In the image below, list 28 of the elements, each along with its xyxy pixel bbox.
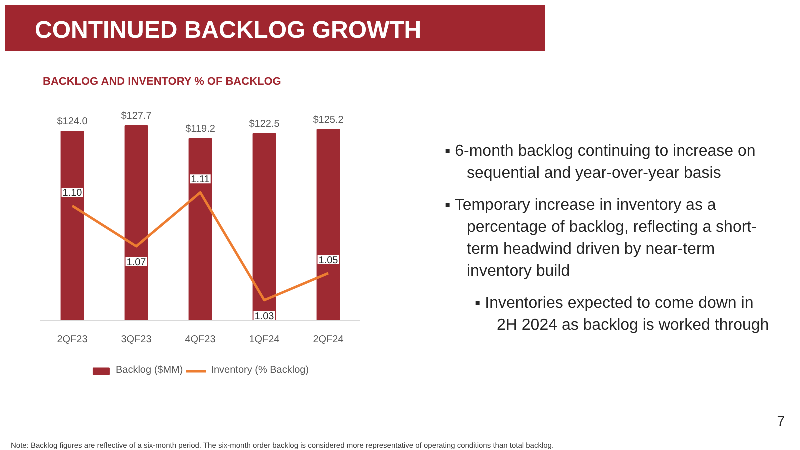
x-tick-label: 2QF24 [313,334,344,346]
data-label: 1.11 [191,174,210,186]
data-label: $119.2 [186,124,216,135]
legend-label: Inventory (% Backlog) [211,365,310,376]
data-label: 1.10 [62,188,83,200]
bar [252,133,276,321]
x-tick-label: 2QF23 [57,334,88,346]
data-label: 1.05 [318,255,339,266]
legend-label: Backlog ($MM) [116,365,184,376]
data-label: $124.0 [57,116,88,128]
data-label: 1.03 [254,311,275,322]
picture-title-banner: CONTINUED BACKLOG GROWTH [5,5,545,51]
text: ▪ Temporary increase in inventory as a percentage of backlog, reflecting a short-term headwind driven by near-term inventory build [445,196,758,282]
bar [188,138,212,321]
x-tick-label: 3QF23 [121,334,152,346]
text: ▪ Inventories expected to come down in 2H 2024 as backlog is worked through [475,294,770,336]
text: 7 [777,412,785,431]
data-label: 1.07 [126,258,147,268]
data-label: $122.5 [249,118,280,130]
data-label: $125.2 [313,114,344,126]
bar [316,129,340,321]
data-label: $127.7 [121,110,152,122]
x-tick-label: 1QF24 [249,334,280,346]
text: ▪ 6-month backlog continuing to increase on sequential and year-over-year basis [445,142,757,184]
chart-subtitle: BACKLOG AND INVENTORY % OF BACKLOG [43,75,282,90]
bar [124,125,148,321]
x-tick-label: 4QF23 [185,334,216,346]
bar [60,131,84,321]
